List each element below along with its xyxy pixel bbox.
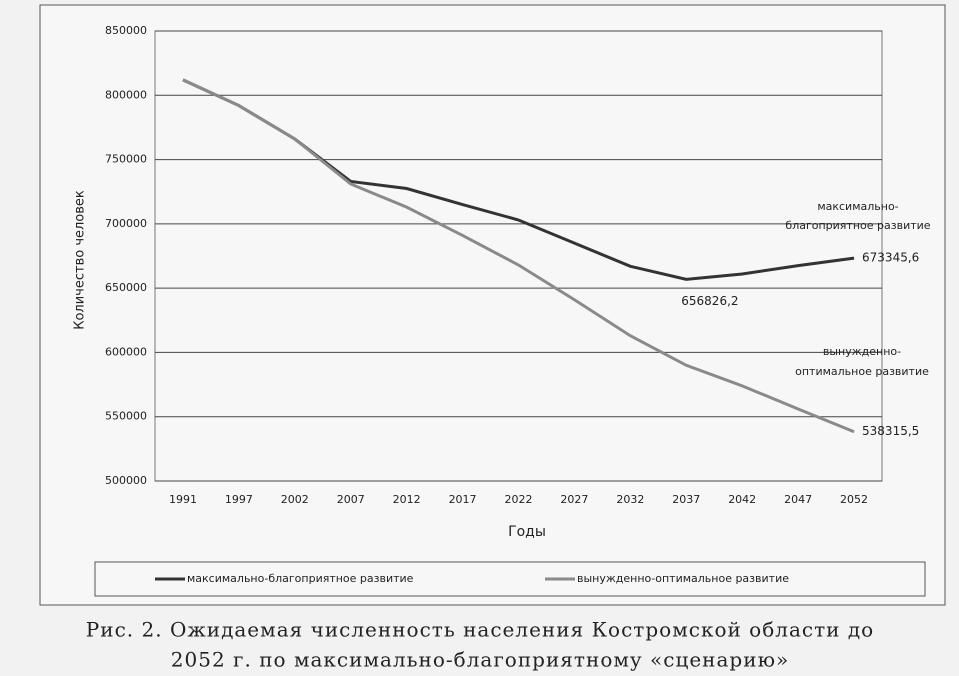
- caption: 2052 г. по максимально-благоприятному «с…: [171, 648, 789, 672]
- x-tick-label: 2012: [393, 493, 421, 506]
- y-tick-label: 700000: [105, 217, 147, 230]
- y-tick-label: 800000: [105, 88, 147, 101]
- legend-label: максимально-благоприятное развитие: [187, 572, 414, 585]
- x-tick-label: 2027: [560, 493, 588, 506]
- x-tick-label: 2007: [337, 493, 365, 506]
- x-tick-label: 2042: [728, 493, 756, 506]
- x-tick-label: 2032: [616, 493, 644, 506]
- data-label: 656826,2: [681, 294, 738, 308]
- y-axis-label: Количество человек: [73, 190, 88, 330]
- y-tick-label: 750000: [105, 153, 147, 166]
- series-annotation: благоприятное развитие: [785, 219, 930, 232]
- y-tick-label: 850000: [105, 24, 147, 37]
- x-tick-label: 2022: [505, 493, 533, 506]
- y-tick-label: 600000: [105, 345, 147, 358]
- data-label: 673345,6: [862, 251, 919, 265]
- x-tick-label: 2052: [840, 493, 868, 506]
- y-tick-label: 650000: [105, 281, 147, 294]
- series-annotation: вынужденно-: [823, 345, 901, 358]
- x-tick-label: 1991: [169, 493, 197, 506]
- legend-label: вынужденно-оптимальное развитие: [577, 572, 789, 585]
- x-tick-label: 2037: [672, 493, 700, 506]
- series-annotation: максимально-: [817, 200, 898, 213]
- y-tick-label: 550000: [105, 410, 147, 423]
- series-line: [182, 78, 855, 434]
- caption: Рис. 2. Ожидаемая численность населения …: [86, 618, 874, 642]
- x-tick-label: 2002: [281, 493, 309, 506]
- y-tick-label: 500000: [105, 474, 147, 487]
- chart-frame: [39, 4, 946, 606]
- legend-box: [94, 561, 926, 597]
- x-tick-label: 1997: [225, 493, 253, 506]
- series-annotation: оптимальное развитие: [795, 365, 929, 378]
- x-tick-label: 2017: [449, 493, 477, 506]
- data-label: 538315,5: [862, 424, 919, 438]
- x-axis-label: Годы: [508, 524, 546, 540]
- x-tick-label: 2047: [784, 493, 812, 506]
